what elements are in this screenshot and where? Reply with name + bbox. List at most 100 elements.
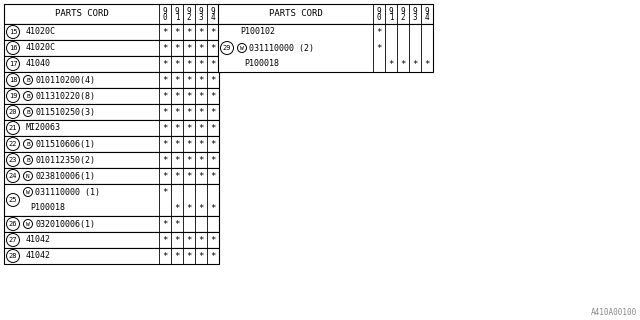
Text: *: * (163, 140, 168, 148)
Text: *: * (174, 172, 180, 180)
Bar (4, 216, 219, 232)
Text: 9: 9 (187, 6, 191, 15)
Text: *: * (174, 220, 180, 228)
Text: *: * (163, 92, 168, 100)
Bar (4, 72, 219, 88)
Text: *: * (174, 236, 180, 244)
Text: *: * (198, 76, 204, 84)
Bar (4, 152, 219, 168)
Text: *: * (211, 172, 216, 180)
Text: 22: 22 (9, 141, 17, 147)
Text: P100102: P100102 (240, 28, 275, 36)
Bar (4, 104, 219, 120)
Text: *: * (174, 44, 180, 52)
Text: *: * (198, 60, 204, 68)
Text: B: B (26, 109, 30, 115)
Bar (218, 4, 433, 24)
Text: 29: 29 (223, 45, 231, 51)
Text: *: * (163, 28, 168, 36)
Text: *: * (186, 60, 192, 68)
Text: *: * (174, 140, 180, 148)
Bar (4, 40, 219, 56)
Text: W: W (26, 221, 30, 227)
Text: *: * (186, 44, 192, 52)
Text: 9: 9 (163, 6, 167, 15)
Text: *: * (174, 92, 180, 100)
Text: *: * (211, 108, 216, 116)
Text: B: B (26, 157, 30, 163)
Text: *: * (163, 220, 168, 228)
Text: 16: 16 (9, 45, 17, 51)
Text: 0: 0 (163, 13, 167, 22)
Text: *: * (376, 28, 381, 36)
Text: *: * (198, 156, 204, 164)
Text: *: * (163, 108, 168, 116)
Text: 17: 17 (9, 61, 17, 67)
Text: *: * (198, 92, 204, 100)
Text: 4: 4 (425, 13, 429, 22)
Text: *: * (198, 204, 204, 212)
Text: *: * (388, 60, 394, 68)
Text: *: * (198, 252, 204, 260)
Text: PARTS CORD: PARTS CORD (54, 10, 108, 19)
Text: *: * (198, 236, 204, 244)
Text: *: * (198, 124, 204, 132)
Text: *: * (211, 76, 216, 84)
Text: *: * (186, 252, 192, 260)
Text: *: * (211, 156, 216, 164)
Text: W: W (26, 189, 30, 195)
Text: *: * (174, 156, 180, 164)
Text: *: * (174, 60, 180, 68)
Text: MI20063: MI20063 (26, 124, 61, 132)
Text: *: * (163, 44, 168, 52)
Text: *: * (186, 156, 192, 164)
Text: *: * (211, 204, 216, 212)
Text: W: W (240, 45, 244, 51)
Text: *: * (163, 60, 168, 68)
Text: *: * (174, 76, 180, 84)
Text: 9: 9 (425, 6, 429, 15)
Text: *: * (211, 140, 216, 148)
Text: *: * (163, 76, 168, 84)
Text: 41040: 41040 (26, 60, 51, 68)
Text: 032010006(1): 032010006(1) (35, 220, 95, 228)
Text: 23: 23 (9, 157, 17, 163)
Text: 031110000 (2): 031110000 (2) (249, 44, 314, 52)
Text: *: * (400, 60, 406, 68)
Text: *: * (163, 172, 168, 180)
Text: B: B (26, 77, 30, 83)
Text: 9: 9 (211, 6, 215, 15)
Text: *: * (186, 108, 192, 116)
Text: 9: 9 (175, 6, 179, 15)
Text: 0: 0 (377, 13, 381, 22)
Text: *: * (174, 124, 180, 132)
Text: A410A00100: A410A00100 (591, 308, 637, 317)
Text: *: * (186, 140, 192, 148)
Text: 20: 20 (9, 109, 17, 115)
Text: 41020C: 41020C (26, 44, 56, 52)
Text: *: * (174, 252, 180, 260)
Text: 4: 4 (211, 13, 215, 22)
Text: *: * (163, 156, 168, 164)
Text: *: * (211, 60, 216, 68)
Text: 26: 26 (9, 221, 17, 227)
Text: 9: 9 (388, 6, 394, 15)
Text: *: * (376, 44, 381, 52)
Bar (4, 24, 219, 40)
Bar (4, 4, 219, 24)
Text: 3: 3 (198, 13, 204, 22)
Bar (4, 136, 219, 152)
Bar (4, 168, 219, 184)
Text: *: * (198, 140, 204, 148)
Text: *: * (174, 204, 180, 212)
Bar (4, 120, 219, 136)
Text: 41042: 41042 (26, 236, 51, 244)
Text: 010110200(4): 010110200(4) (35, 76, 95, 84)
Bar (218, 24, 433, 72)
Text: *: * (186, 172, 192, 180)
Text: *: * (186, 92, 192, 100)
Text: *: * (186, 236, 192, 244)
Text: P100018: P100018 (244, 60, 279, 68)
Text: 27: 27 (9, 237, 17, 243)
Text: 023810006(1): 023810006(1) (35, 172, 95, 180)
